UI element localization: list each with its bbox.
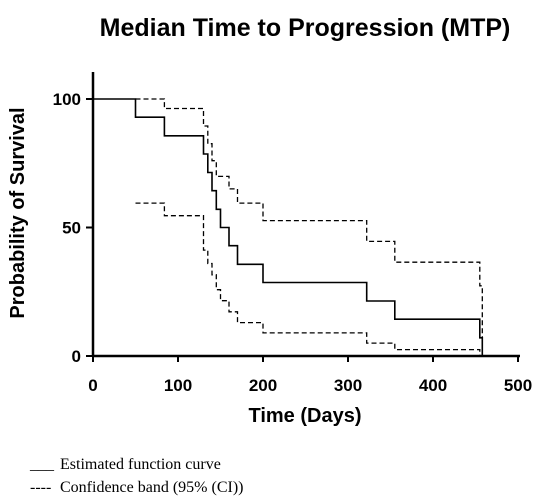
x-tick-label: 0: [88, 376, 97, 395]
y-tick-label: 100: [53, 90, 81, 109]
y-ticks: 0 50 100: [53, 90, 93, 366]
x-tick-label: 400: [419, 376, 447, 395]
y-axis-title: Probability of Survival: [7, 107, 29, 318]
axes: [91, 72, 520, 358]
legend-marker-solid: ___: [29, 456, 55, 473]
y-tick-label: 0: [72, 347, 81, 366]
y-tick-label: 50: [62, 219, 81, 238]
legend-label-confidence: Confidence band (95% (CI)): [60, 479, 244, 496]
legend-marker-dashed: ----: [30, 479, 51, 496]
x-tick-label: 300: [334, 376, 362, 395]
x-ticks: 0 100 200 300 400 500: [88, 356, 532, 395]
chart-title: Median Time to Progression (MTP): [100, 14, 511, 42]
x-tick-label: 500: [504, 376, 532, 395]
estimated-curve-line: [93, 98, 484, 356]
series-layer: [93, 98, 484, 356]
x-axis-title: Time (Days): [248, 405, 361, 427]
legend-label-estimated: Estimated function curve: [60, 456, 221, 473]
legend: ___ Estimated function curve ---- Confid…: [29, 456, 244, 496]
confidence-lower-line: [135, 202, 481, 356]
x-tick-label: 100: [164, 376, 192, 395]
x-tick-label: 200: [249, 376, 277, 395]
confidence-upper-line: [135, 98, 483, 356]
